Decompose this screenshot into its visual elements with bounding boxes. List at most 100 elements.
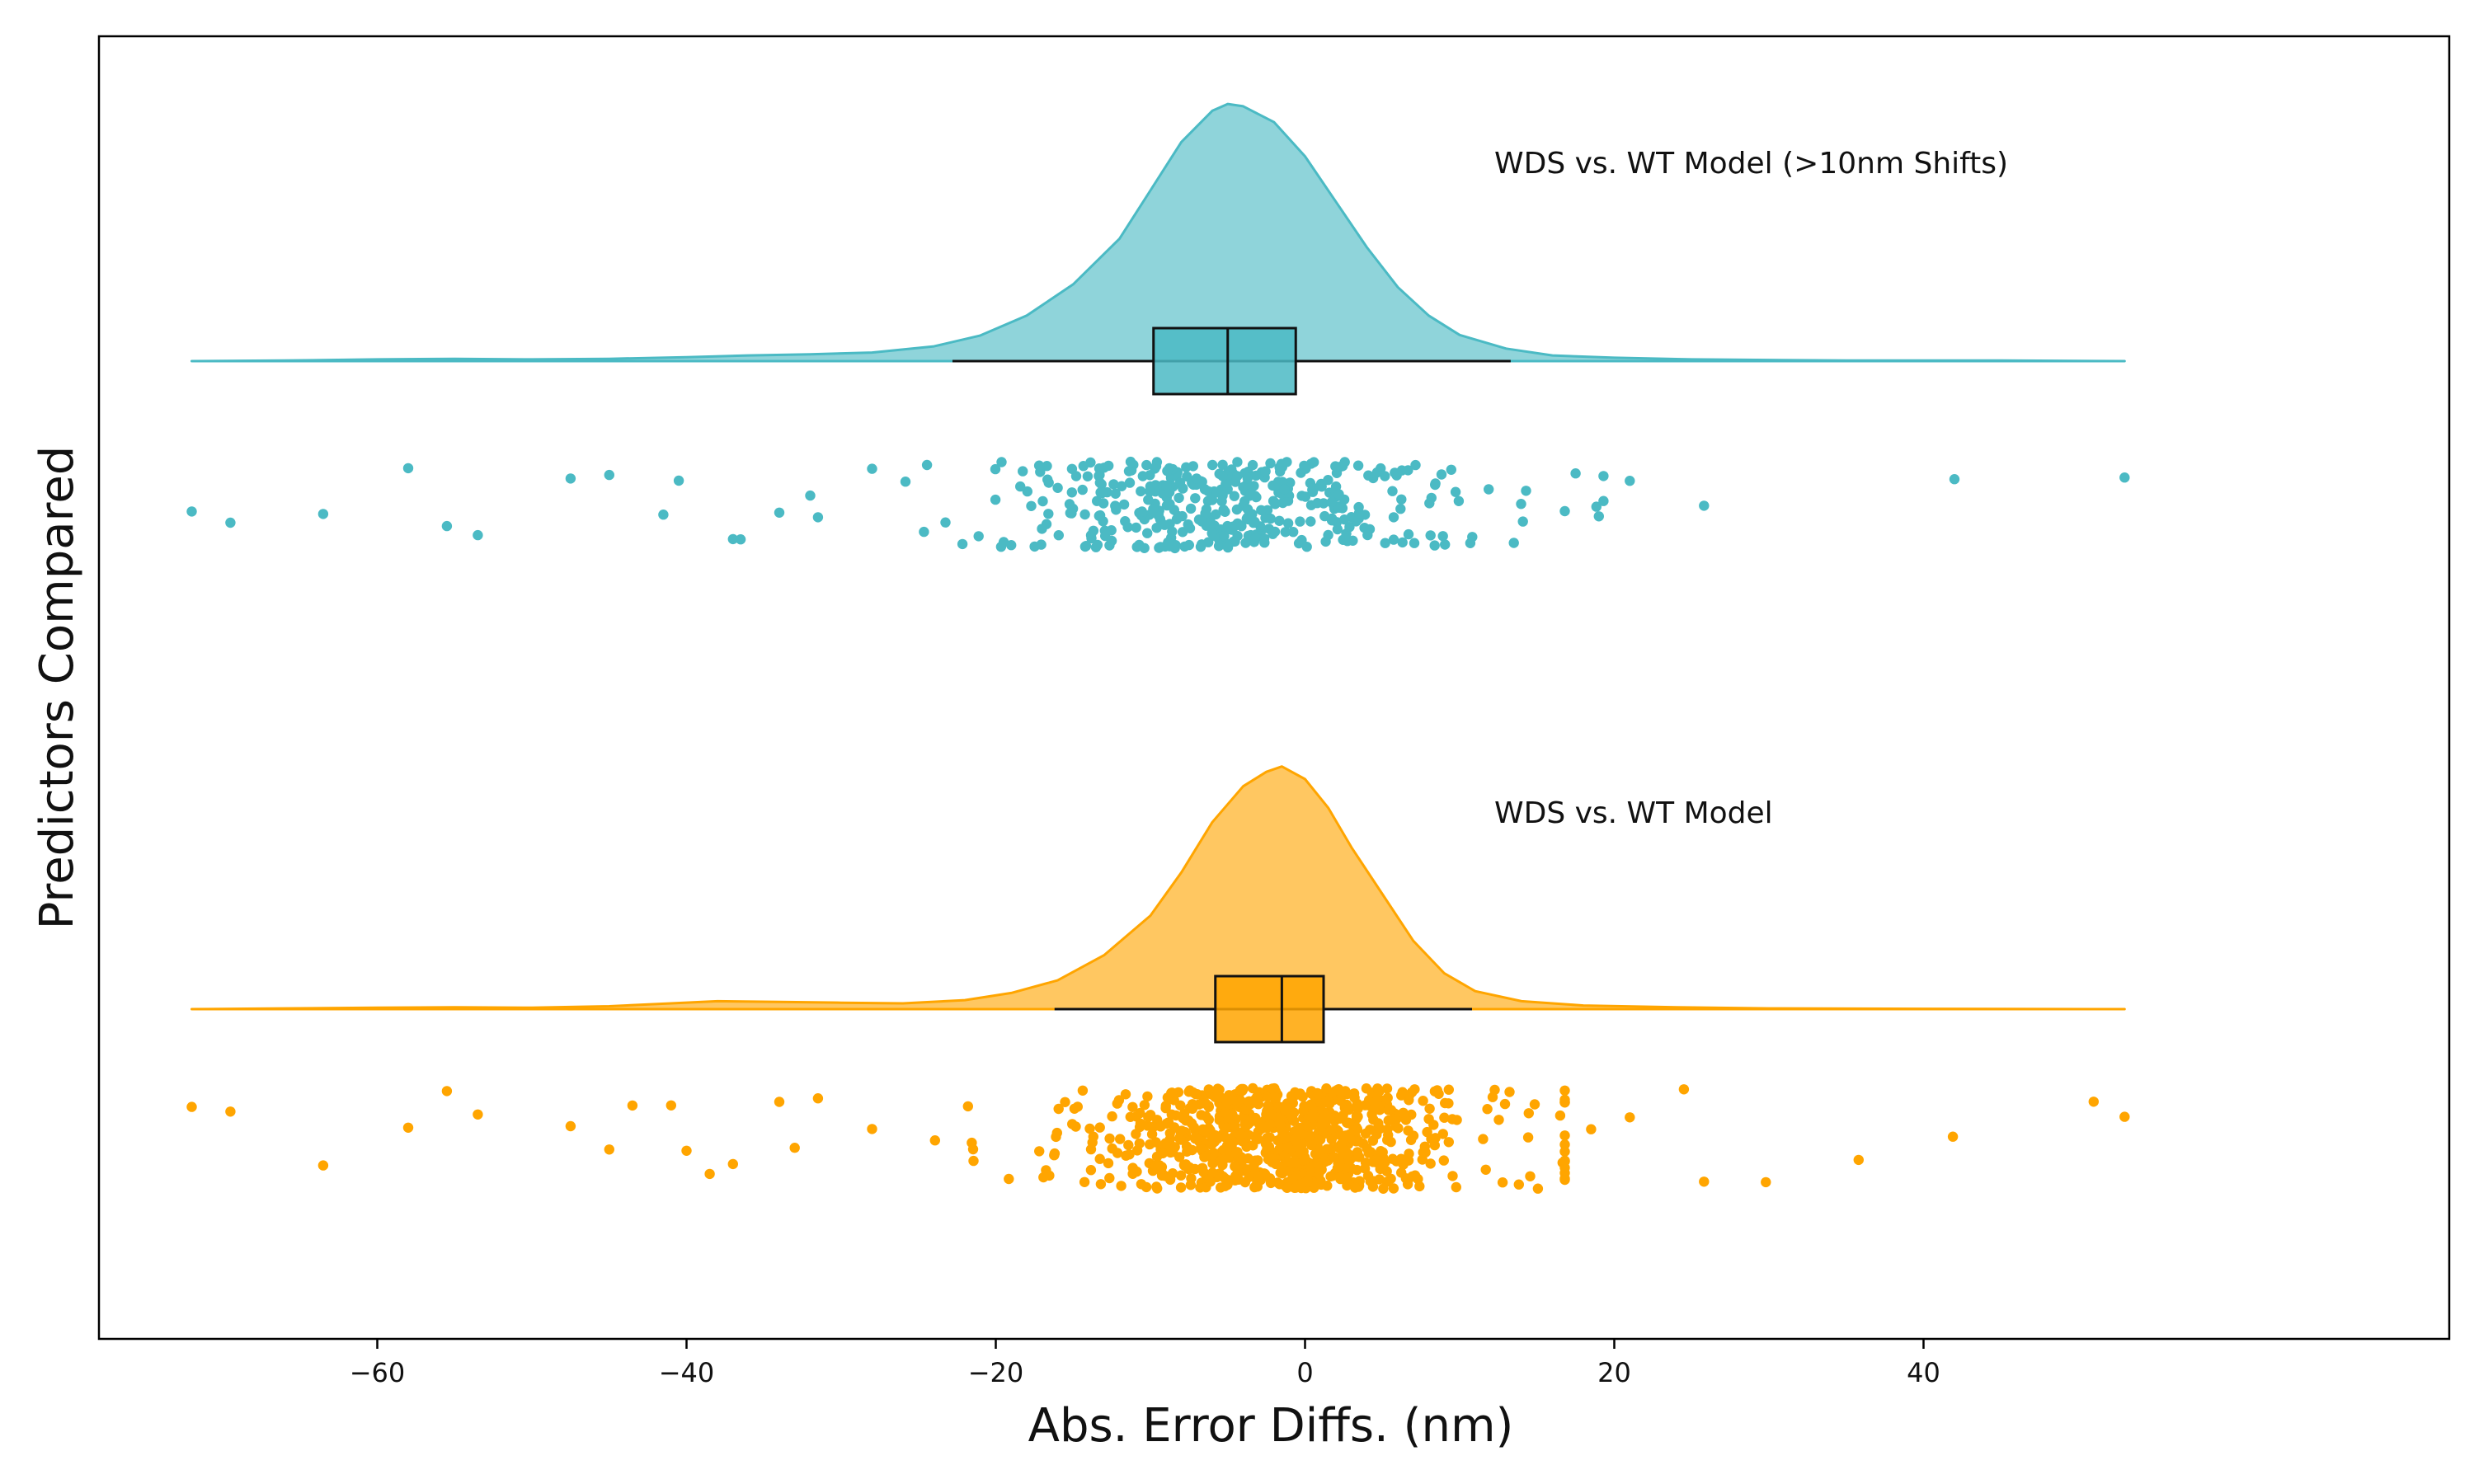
data-point (735, 534, 746, 545)
data-point (1185, 503, 1197, 514)
data-point (1309, 483, 1319, 494)
data-point (1353, 508, 1365, 519)
data-point (1022, 486, 1033, 497)
data-point (1361, 1083, 1372, 1094)
data-point (1174, 477, 1186, 488)
data-point (1250, 470, 1262, 481)
data-point (1371, 1096, 1382, 1106)
y-axis-title: Predictors Compared (31, 446, 84, 930)
data-point (1192, 1133, 1202, 1144)
data-point (1559, 1174, 1570, 1186)
data-point (1185, 1180, 1197, 1190)
data-point (1168, 1147, 1178, 1158)
data-point (1516, 499, 1526, 510)
data-point (1123, 466, 1135, 477)
data-point (1187, 1144, 1197, 1156)
data-point (1145, 1139, 1155, 1150)
data-point (1279, 484, 1290, 495)
data-point (1107, 1111, 1117, 1122)
data-point (1428, 1120, 1439, 1130)
data-point (1319, 1157, 1330, 1167)
data-point (1513, 1179, 1525, 1190)
data-point (1036, 539, 1047, 550)
data-point (1341, 1172, 1352, 1184)
data-point (225, 1106, 236, 1117)
data-point (1522, 1132, 1534, 1143)
data-point (1251, 1115, 1262, 1126)
data-point (1265, 458, 1276, 469)
data-point (1038, 1172, 1049, 1183)
data-point (1141, 459, 1152, 471)
data-point (1429, 540, 1440, 551)
data-point (1280, 527, 1291, 538)
data-point (1363, 470, 1374, 481)
data-point (402, 463, 414, 474)
data-point (1143, 1111, 1154, 1123)
data-point (1163, 537, 1174, 547)
data-point (1195, 1144, 1206, 1154)
data-point (1405, 1134, 1417, 1146)
data-point (867, 1124, 877, 1134)
data-point (1378, 1183, 1389, 1195)
data-point (1350, 1182, 1361, 1193)
data-point (1480, 1164, 1491, 1176)
data-point (1300, 1154, 1311, 1165)
data-point (1043, 477, 1054, 488)
data-point (900, 477, 911, 487)
data-point (604, 1144, 614, 1155)
data-point (1380, 538, 1390, 548)
data-point (225, 517, 236, 528)
data-point (1363, 1095, 1375, 1106)
data-point (1217, 459, 1228, 470)
data-point (1247, 509, 1258, 519)
data-point (1209, 1129, 1221, 1141)
data-point (1451, 1115, 1462, 1125)
data-point (1433, 1088, 1444, 1100)
data-point (1484, 484, 1494, 495)
data-point (1327, 1125, 1338, 1135)
data-point (1085, 1165, 1097, 1176)
data-point (1425, 530, 1436, 541)
data-point (1066, 463, 1078, 474)
data-point (1290, 1125, 1300, 1137)
data-point (1217, 1171, 1229, 1182)
data-point (1305, 1099, 1316, 1110)
data-point (1263, 1100, 1273, 1111)
data-point (940, 517, 951, 528)
data-point (1586, 1124, 1597, 1134)
data-point (1504, 1087, 1515, 1097)
data-point (1395, 1153, 1407, 1164)
data-point (666, 1100, 676, 1111)
data-point (1159, 1171, 1171, 1181)
data-point (1447, 1171, 1458, 1181)
data-point (1362, 529, 1373, 541)
data-point (1244, 1172, 1254, 1183)
data-point (1240, 538, 1251, 548)
data-point (1376, 1146, 1386, 1157)
data-point (1236, 521, 1247, 532)
data-point (1253, 1134, 1263, 1144)
data-point (1103, 460, 1114, 472)
data-point (1220, 1107, 1230, 1119)
data-point (1280, 1133, 1291, 1144)
data-point (1249, 533, 1261, 545)
data-point (1131, 1129, 1141, 1139)
data-point (1052, 482, 1063, 493)
data-point (1174, 492, 1184, 504)
data-point (1175, 1170, 1187, 1181)
data-point (1438, 1155, 1450, 1166)
data-point (1371, 467, 1383, 478)
data-point (1037, 495, 1048, 507)
data-point (1414, 1181, 1425, 1192)
data-point (1396, 1090, 1407, 1101)
data-point (967, 1137, 977, 1148)
data-point (1521, 486, 1531, 496)
data-point (1184, 523, 1196, 533)
data-point (1037, 524, 1047, 534)
data-point (1338, 1148, 1348, 1159)
data-point (1145, 486, 1155, 497)
data-point (1006, 540, 1017, 551)
data-point (1207, 1158, 1218, 1169)
data-point (1298, 1106, 1309, 1116)
